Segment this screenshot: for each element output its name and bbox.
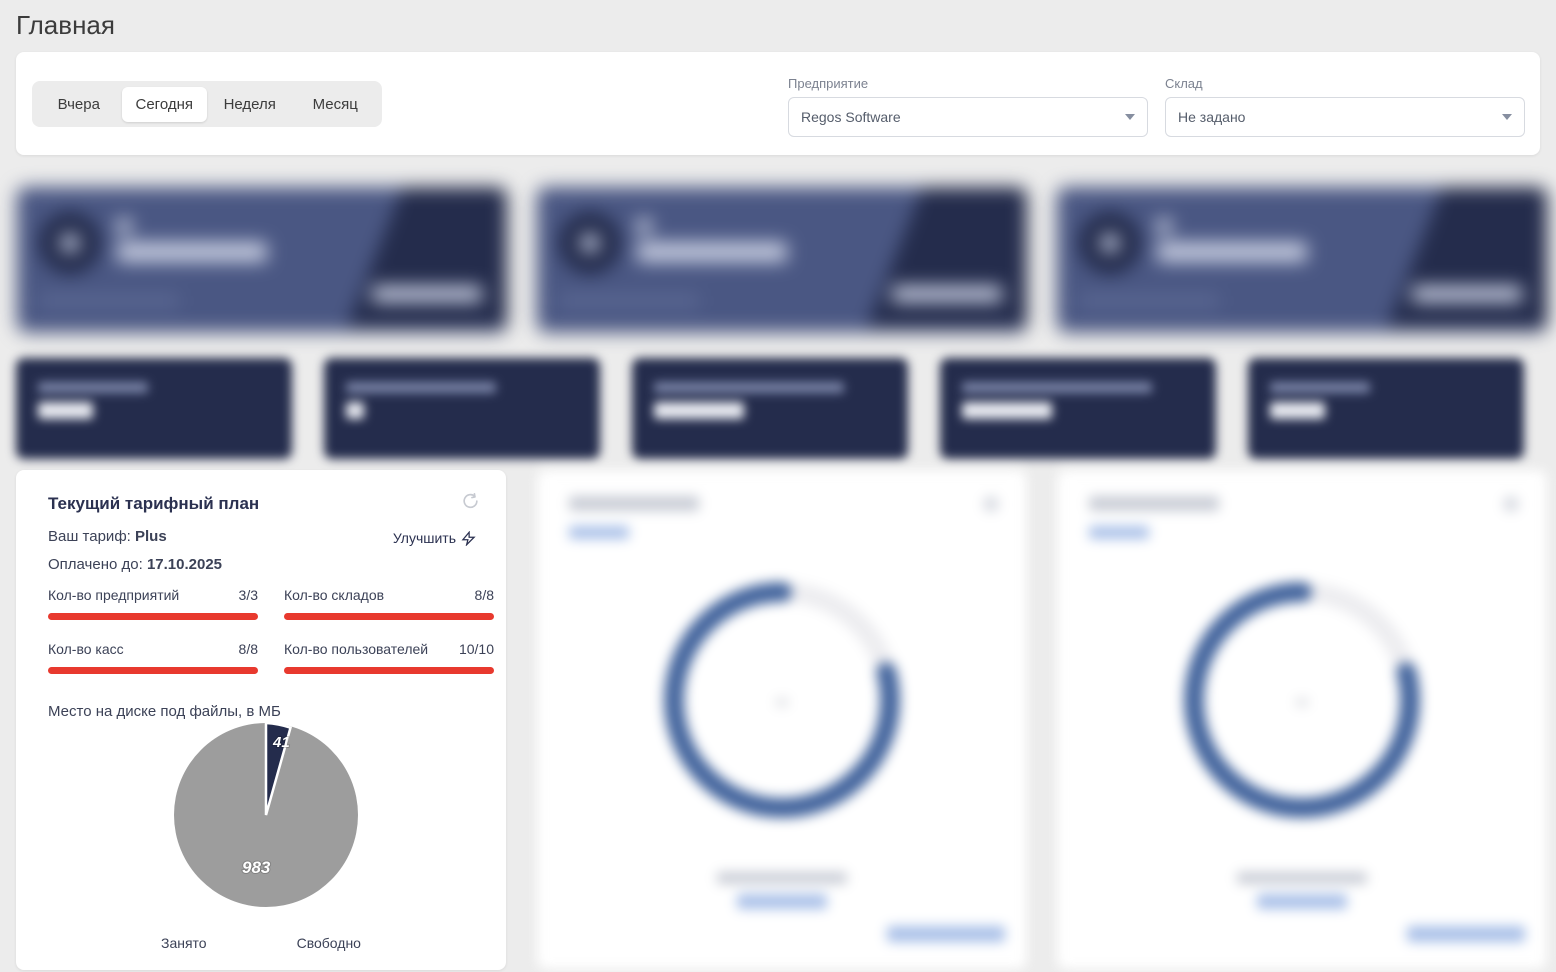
- svg-text:41: 41: [272, 734, 290, 751]
- svg-text:00: 00: [776, 697, 788, 709]
- svg-text:00: 00: [1296, 697, 1308, 709]
- svg-text:983: 983: [242, 858, 271, 877]
